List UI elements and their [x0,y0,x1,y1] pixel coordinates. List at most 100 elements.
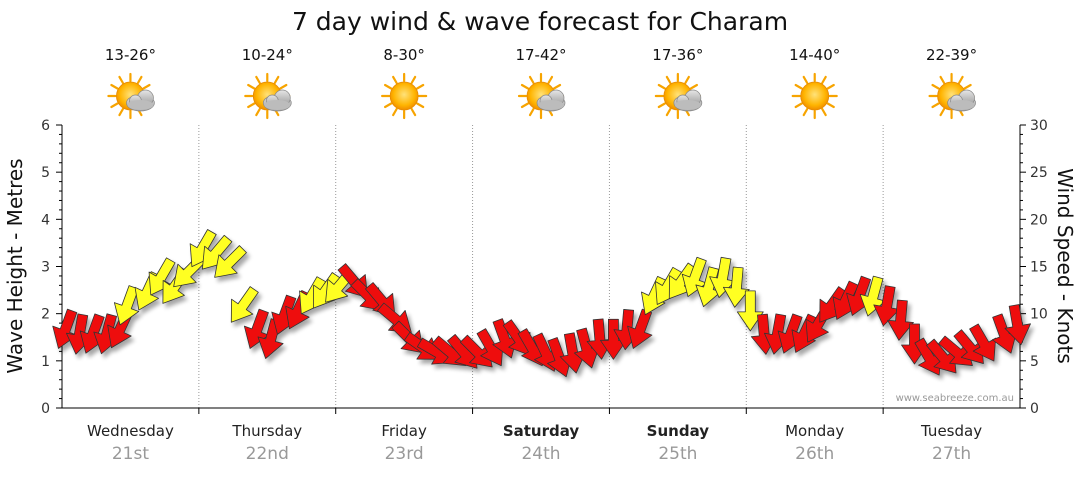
day-temp-range: 10-24° [242,46,293,64]
day-temp-range: 8-30° [383,46,425,64]
cloud-shape [947,89,976,112]
grid-lines [198,125,884,414]
sun-ray [528,75,535,85]
sun-ray [802,107,809,117]
left-tick-label: 5 [41,165,50,181]
right-tick-label: 5 [1030,354,1039,370]
sun-cloud-icon [244,72,292,120]
right-axis-label: Wind Speed - Knots [1053,168,1077,364]
left-tick-label: 3 [41,260,50,276]
sun-ray [273,75,280,85]
sun-cloud-icon [517,72,566,120]
sun-ray [279,83,288,90]
x-axis-day-labels: Wednesday 21st Thursday 22nd Friday 23rd Satur… [87,422,982,464]
sun-ray [794,83,803,90]
sun-ray [665,107,672,117]
day-date-label: 24th [521,444,560,464]
sun-disc [800,81,830,111]
day-date-label: 21st [112,444,149,464]
sun-ray [255,107,261,117]
day-date-label: 26th [795,444,834,464]
day-temp-range: 17-36° [652,46,703,64]
left-tick-label: 6 [41,118,50,134]
cloud-base [948,100,975,110]
sun-ray [931,83,940,90]
sun-ray [247,83,256,90]
sun-ray [410,107,417,117]
day-forecast-headers: 13-26° 10-24° 8-30° 17-42° 17-36° 14-40° 22-39… [105,46,977,120]
day-temp-range: 22-39° [926,46,977,64]
day-temp-range: 13-26° [105,46,156,64]
sun-icon [381,72,428,120]
sun-ray [657,102,666,109]
sun-cloud-icon [928,72,976,120]
wind-arrow-light [722,266,750,308]
cloud-shape [536,89,566,112]
left-tick-label: 0 [41,401,50,417]
wind-arrow-light [230,286,259,323]
cloud-base [264,100,291,110]
day-date-label: 23rd [385,444,424,464]
chart-title: 7 day wind & wave forecast for Charam [292,7,788,36]
cloud-shape [262,89,292,112]
sun-ray [392,75,398,85]
sun-ray [528,107,535,117]
day-date-label: 22nd [246,444,289,464]
sun-ray [552,83,562,90]
left-tick-label: 4 [41,212,50,228]
sun-ray [826,102,835,109]
sun-ray [383,83,393,90]
sun-ray [957,75,964,85]
right-tick-label: 10 [1030,307,1048,323]
wind-arrow-light [214,245,247,278]
sun-ray [821,75,827,85]
wind-arrow-light [113,285,140,326]
wind-arrow-strong [1004,304,1031,346]
day-date-label: 25th [658,444,697,464]
day-temp-range: 14-40° [789,46,840,64]
sun-ray [802,75,809,85]
sun-ray [963,83,972,90]
sun-ray [142,83,151,90]
cloud-base [538,100,564,110]
axis-ticks: 0 1 2 3 4 5 6 0 5 10 15 20 25 30 [41,118,1048,417]
sun-ray [392,107,398,117]
cloud-shape [126,89,155,112]
day-temp-range: 17-42° [515,46,566,64]
sun-cloud-icon [107,72,155,120]
day-name-label: Sunday [647,422,710,440]
cloud-base [674,100,701,110]
watermark: www.seabreeze.com.au [896,393,1014,404]
sun-ray [383,102,393,109]
cloud-base [127,100,154,110]
sun-ray [255,75,261,85]
wind-arrows-series [52,229,1031,378]
day-name-label: Monday [785,422,844,440]
right-tick-label: 25 [1030,165,1048,181]
sun-ray [118,75,125,85]
sun-ray [547,75,554,85]
sun-ray [689,83,699,90]
sun-ray [826,83,835,90]
day-name-label: Friday [381,422,427,440]
sun-ray [794,102,803,109]
sun-disc [389,81,419,111]
sun-ray [416,83,425,90]
sun-ray [110,102,119,109]
day-name-label: Tuesday [920,422,982,440]
day-name-label: Wednesday [87,422,174,440]
wind-arrow-strong [887,299,914,341]
sun-icon [791,72,838,120]
day-date-label: 27th [932,444,971,464]
sun-ray [520,102,530,109]
sun-ray [939,107,946,117]
sun-ray [821,107,827,117]
sun-cloud-icon [654,72,703,120]
sun-ray [665,75,672,85]
sun-ray [684,75,690,85]
right-tick-label: 0 [1030,401,1039,417]
right-tick-label: 20 [1030,212,1048,228]
sun-ray [110,83,119,90]
